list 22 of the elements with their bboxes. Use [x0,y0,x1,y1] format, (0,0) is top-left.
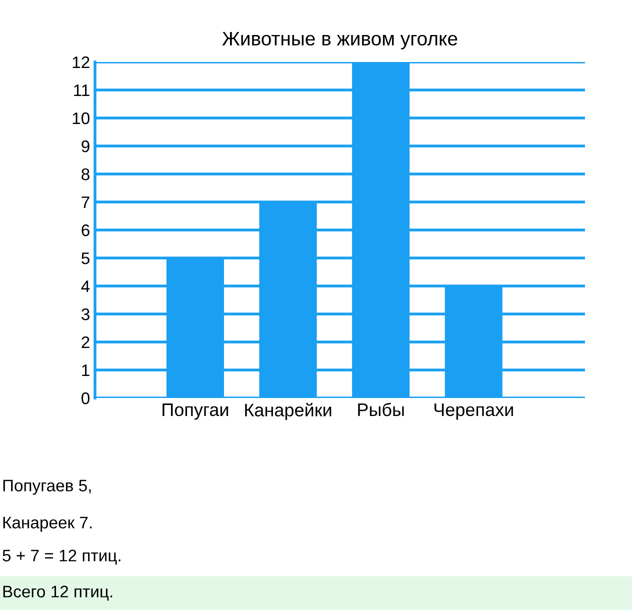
y-tick-label: 9 [82,140,90,152]
y-tick-label: 7 [82,196,90,208]
y-tick-label: 10 [72,112,90,124]
y-tick-label: 2 [82,336,90,348]
chart-title: Животные в живом уголке [222,32,458,50]
text: Всего 12 птиц. [3,586,112,601]
y-tick-label: 11 [74,84,90,96]
x-tick-label: Канарейки [245,402,332,420]
y-tick-label: 12 [72,56,90,68]
text: Канареек 7. [3,516,92,532]
x-tick-label: Рыбы [358,402,404,416]
y-tick-label: 6 [82,224,90,236]
text: 5 + 7 = 12 птиц. [2,550,120,565]
text: Попугаев 5, [3,480,91,495]
y-tick-label: 0 [82,392,90,404]
y-tick-label: 3 [82,308,90,320]
y-tick-label: 5 [82,252,90,264]
x-tick-label: Попугаи [162,404,228,420]
x-tick-label: Черепахи [434,404,513,420]
y-tick-label: 8 [82,168,90,180]
y-tick-label: 4 [81,280,90,292]
y-tick-label: 1 [82,364,90,376]
